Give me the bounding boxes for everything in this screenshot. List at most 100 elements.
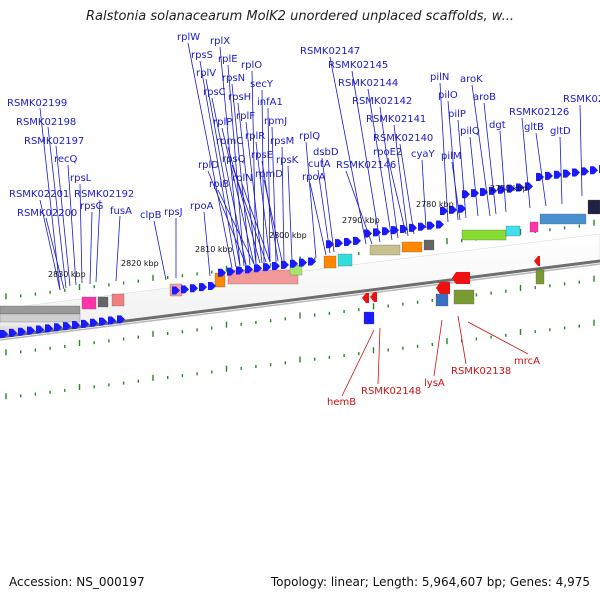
- gene-label: cyaY: [411, 149, 436, 160]
- gene-label: rpsE: [251, 150, 273, 161]
- forward-gene-arrow: [427, 221, 435, 230]
- forward-gene-arrow: [516, 183, 524, 192]
- feature-block: [401, 241, 423, 253]
- forward-gene-arrow: [236, 266, 244, 275]
- gene-label: pilO: [438, 90, 458, 101]
- feature-block: [461, 229, 507, 241]
- forward-gene-arrow: [99, 317, 107, 326]
- forward-gene-arrow: [400, 225, 408, 233]
- leader-line: [305, 141, 317, 259]
- forward-gene-arrow: [418, 222, 426, 231]
- leader-line: [89, 211, 93, 285]
- leader-line: [255, 141, 271, 263]
- gene-label: rplR: [245, 131, 265, 142]
- forward-gene-arrow: [172, 286, 180, 295]
- reverse-gene-labels: hemB RSMK02148 lysA RSMK02138 mrcA: [327, 356, 540, 408]
- label-leader-lines: [39, 42, 583, 397]
- forward-gene-arrow: [0, 330, 8, 338]
- gene-label: RSMK02197: [24, 136, 84, 147]
- forward-gene-arrow: [272, 262, 280, 270]
- forward-gene-arrow: [199, 283, 207, 292]
- leader-line: [451, 161, 461, 221]
- gene-label: RSMK02145: [328, 60, 388, 71]
- feature-block: [81, 296, 97, 310]
- gene-label: RSMK02148: [361, 386, 421, 397]
- leader-line: [579, 104, 583, 197]
- leader-line: [399, 143, 415, 235]
- gene-label: rpoA: [190, 201, 214, 212]
- forward-gene-arrow: [507, 184, 515, 193]
- forward-gene-arrow: [108, 316, 116, 325]
- feature-block: [337, 253, 353, 267]
- leader-line: [521, 117, 531, 209]
- leader-line: [379, 106, 399, 239]
- forward-gene-arrow: [54, 323, 62, 332]
- gene-label: RSMK02192: [74, 189, 134, 200]
- leader-line: [483, 102, 497, 215]
- forward-gene-arrow: [382, 227, 390, 236]
- gene-label: infA1: [257, 97, 283, 108]
- leader-line: [367, 88, 393, 241]
- forward-gene-arrow: [117, 315, 125, 324]
- leader-line: [45, 217, 65, 290]
- gene-label: pilQ: [460, 126, 480, 137]
- gene-label: rpsJ: [164, 207, 183, 218]
- gene-label: RSMK02146: [336, 160, 396, 171]
- leader-line: [261, 89, 265, 264]
- forward-gene-arrow: [353, 236, 361, 245]
- leader-line: [211, 97, 247, 266]
- upper-track-band: [0, 233, 600, 339]
- track-backbone-shadow: [0, 263, 600, 341]
- kbp-label-2790: 2790 kbp: [342, 216, 380, 225]
- gene-label: RSMK02144: [338, 78, 398, 89]
- gene-label: fusA: [110, 206, 132, 217]
- forward-gene-arrow: [440, 207, 448, 215]
- gene-label: RSMK02199: [7, 98, 67, 109]
- gene-label: rpsH: [228, 92, 251, 103]
- gene-label: gltB: [524, 122, 544, 133]
- reverse-gene-arrow: [370, 292, 377, 302]
- gene-label: rpoE2: [373, 147, 402, 158]
- leader-line: [377, 327, 381, 385]
- leader-line: [499, 130, 507, 213]
- forward-gene-arrow: [90, 318, 98, 327]
- forward-gene-arrow: [263, 263, 271, 272]
- gene-label: rplF: [236, 111, 255, 122]
- leader-line: [439, 82, 449, 223]
- forward-gene-arrow: [27, 326, 35, 335]
- reverse-gene-arrow: [436, 282, 450, 294]
- gene-label: rpmJ: [264, 116, 287, 127]
- forward-gene-arrow: [590, 166, 598, 175]
- kbp-label-2780: 2780 kbp: [416, 200, 454, 209]
- gene-label: rplD: [198, 160, 219, 171]
- forward-gene-arrow: [36, 325, 44, 334]
- gene-label: RSMK02147: [300, 46, 360, 57]
- forward-gene-arrow: [227, 267, 235, 276]
- kbp-label-2770: 2770 kbp: [490, 184, 528, 193]
- forward-gene-arrow: [81, 319, 89, 328]
- forward-gene-arrow: [480, 188, 488, 196]
- gene-label: aroK: [460, 74, 483, 85]
- leader-line: [309, 182, 327, 256]
- feature-block: [323, 255, 337, 269]
- gene-label: RSMK02201: [9, 189, 69, 200]
- feature-block: [535, 269, 545, 285]
- forward-gene-arrow: [563, 169, 571, 178]
- kbp-label-2810: 2810 kbp: [195, 245, 233, 254]
- forward-gene-arrow: [545, 171, 553, 180]
- map-title: Ralstonia solanacearum MolK2 unordered u…: [85, 9, 514, 24]
- leader-line: [387, 157, 407, 235]
- gene-label: RSMK02198: [16, 117, 76, 128]
- forward-gene-arrow: [344, 238, 352, 246]
- feature-block: [97, 296, 109, 308]
- tick-row-lower: [5, 319, 595, 400]
- leader-line: [47, 126, 67, 289]
- forward-gene-arrow: [281, 260, 289, 269]
- leader-line: [317, 169, 331, 254]
- gene-label: rplV: [196, 68, 216, 79]
- gene-label: rplW: [177, 32, 200, 43]
- gene-label: recQ: [54, 154, 78, 165]
- feature-block: [505, 225, 521, 237]
- gene-label: rpsL: [70, 173, 92, 184]
- leader-line: [79, 183, 83, 284]
